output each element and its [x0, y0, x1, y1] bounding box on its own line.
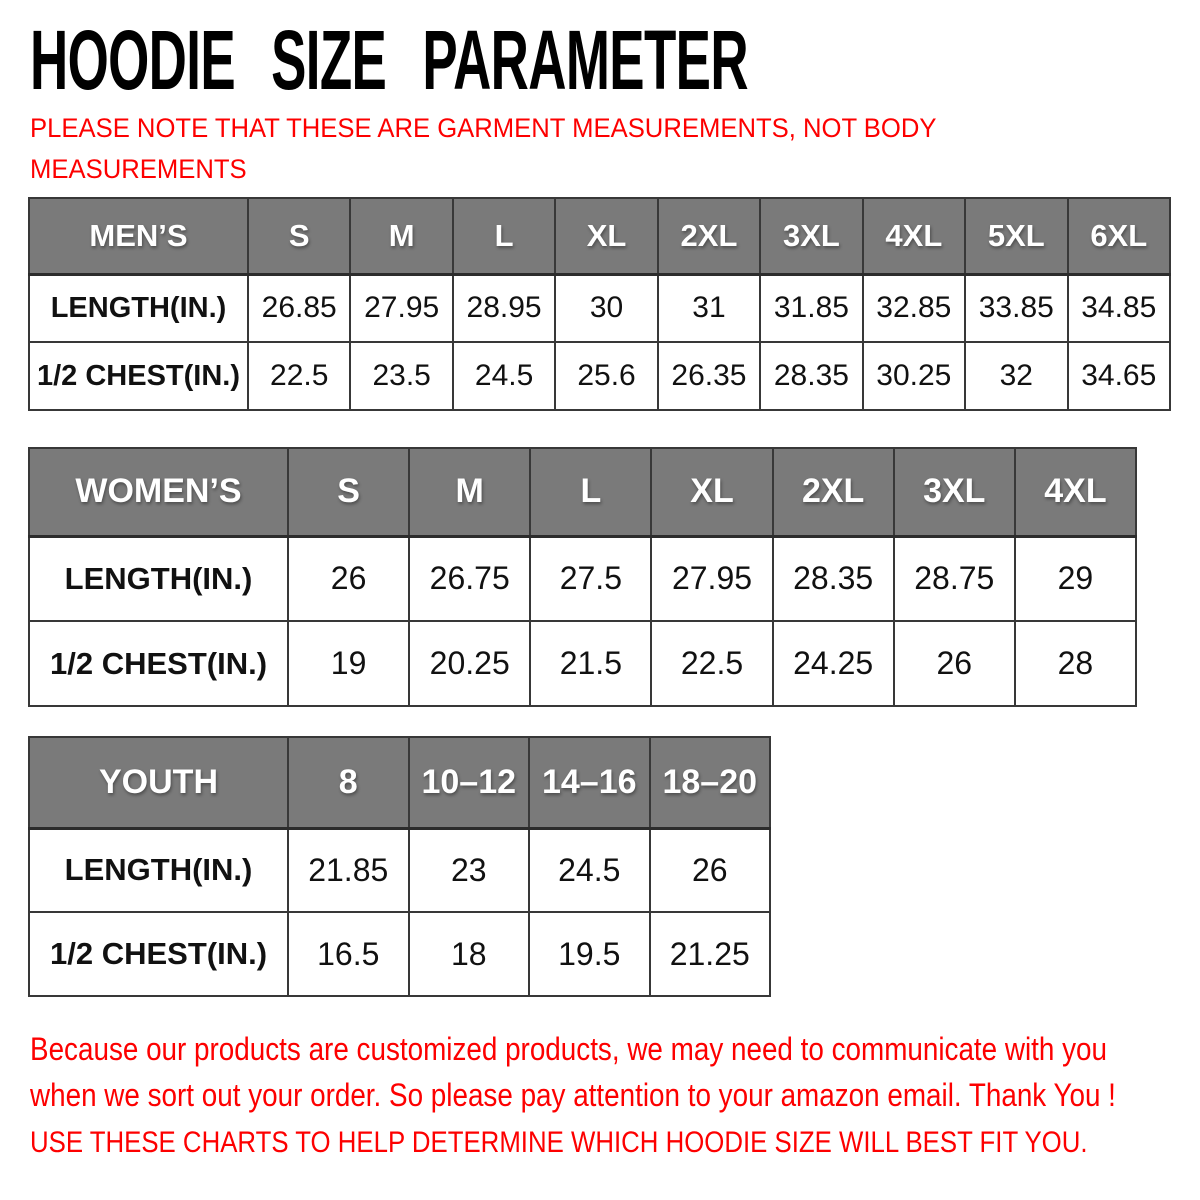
mens-value-cell: 26.35: [656, 341, 762, 411]
customization-notice-line2: when we sort out your order. So please p…: [30, 1077, 1116, 1114]
womens-value-cell: 24.25: [771, 620, 895, 707]
womens-size-header-cell: L: [529, 447, 653, 538]
womens-data-row: 1/2 CHEST(IN.) 19 20.25 21.5 22.5 24.25 26 28: [28, 620, 1138, 707]
mens-value-cell: 28.35: [759, 341, 864, 411]
garment-measurement-note: PLEASE NOTE THAT THESE ARE GARMENT MEASU…: [30, 108, 936, 189]
garment-measurement-note-line1: PLEASE NOTE THAT THESE ARE GARMENT MEASU…: [30, 113, 937, 143]
mens-data-row: LENGTH(IN.) 26.85 27.95 28.95 30 31 31.85 32.85…: [28, 273, 1171, 343]
mens-size-header-cell: 5XL: [964, 197, 1069, 276]
garment-measurement-note-line2: MEASUREMENTS: [30, 153, 247, 184]
customization-notice-line1: Because our products are customized prod…: [30, 1031, 1108, 1067]
mens-value-cell: 31.85: [759, 273, 864, 343]
youth-value-cell: 21.85: [287, 827, 410, 913]
womens-value-cell: 28: [1013, 620, 1138, 707]
mens-size-header-cell: 2XL: [656, 197, 762, 276]
womens-value-cell: 19: [286, 620, 411, 707]
womens-value-cell: 27.5: [529, 535, 653, 622]
youth-value-cell: 24.5: [528, 827, 651, 913]
youth-data-row: 1/2 CHEST(IN.) 16.5 18 19.5 21.25: [28, 911, 771, 997]
youth-value-cell: 16.5: [287, 911, 410, 997]
mens-value-cell: 26.85: [246, 273, 352, 343]
womens-data-row: LENGTH(IN.) 26 26.75 27.5 27.95 28.35 28.75 29: [28, 535, 1138, 622]
page-title: HOODIE SIZE PARAMETER: [30, 13, 749, 107]
youth-value-cell: 19.5: [528, 911, 651, 997]
youth-data-row: LENGTH(IN.) 21.85 23 24.5 26: [28, 827, 771, 913]
womens-header-row: WOMEN’S S M L XL 2XL 3XL 4XL: [28, 447, 1138, 538]
customization-notice: Because our products are customized prod…: [30, 1026, 1116, 1119]
mens-value-cell: 30: [554, 273, 659, 343]
mens-value-cell: 32.85: [861, 273, 967, 343]
mens-header-row: MEN’S S M L XL 2XL 3XL 4XL 5XL 6XL: [28, 197, 1171, 276]
youth-value-cell: 23: [407, 827, 530, 913]
mens-size-header-cell: 3XL: [759, 197, 864, 276]
womens-value-cell: 29: [1013, 535, 1138, 622]
mens-size-header-cell: S: [246, 197, 352, 276]
mens-size-header-cell: M: [349, 197, 454, 276]
youth-value-cell: 21.25: [648, 911, 771, 997]
womens-value-cell: 22.5: [650, 620, 774, 707]
youth-header-row: YOUTH 8 10–12 14–16 18–20: [28, 736, 771, 830]
mens-size-table: MEN’S S M L XL 2XL 3XL 4XL 5XL 6XL LENGTH(IN.) 26.8…: [28, 197, 1171, 411]
womens-value-cell: 28.35: [771, 535, 895, 622]
mens-value-cell: 34.85: [1066, 273, 1171, 343]
mens-value-cell: 25.6: [554, 341, 659, 411]
womens-value-cell: 21.5: [529, 620, 653, 707]
youth-table-title-cell: YOUTH: [28, 736, 289, 830]
womens-value-cell: 26: [286, 535, 411, 622]
size-fit-instruction: USE THESE CHARTS TO HELP DETERMINE WHICH…: [30, 1126, 1088, 1159]
womens-value-cell: 26.75: [408, 535, 532, 622]
womens-value-cell: 27.95: [650, 535, 774, 622]
mens-value-cell: 34.65: [1066, 341, 1171, 411]
womens-size-header-cell: M: [408, 447, 532, 538]
mens-value-cell: 22.5: [246, 341, 352, 411]
womens-value-cell: 26: [892, 620, 1016, 707]
youth-value-cell: 26: [648, 827, 771, 913]
womens-table-title-cell: WOMEN’S: [28, 447, 289, 538]
womens-value-cell: 28.75: [892, 535, 1016, 622]
mens-row-label-cell: LENGTH(IN.): [28, 273, 249, 343]
mens-value-cell: 33.85: [964, 273, 1069, 343]
womens-size-header-cell: XL: [650, 447, 774, 538]
youth-size-table: YOUTH 8 10–12 14–16 18–20 LENGTH(IN.) 21.85 23 2…: [28, 736, 771, 997]
youth-value-cell: 18: [407, 911, 530, 997]
mens-size-header-cell: 6XL: [1066, 197, 1171, 276]
womens-row-label-cell: LENGTH(IN.): [28, 535, 289, 622]
youth-row-label-cell: 1/2 CHEST(IN.): [28, 911, 289, 997]
mens-value-cell: 30.25: [861, 341, 967, 411]
mens-value-cell: 28.95: [451, 273, 557, 343]
womens-size-header-cell: S: [286, 447, 411, 538]
mens-data-row: 1/2 CHEST(IN.) 22.5 23.5 24.5 25.6 26.35 28.35…: [28, 341, 1171, 411]
youth-row-label-cell: LENGTH(IN.): [28, 827, 289, 913]
mens-size-header-cell: 4XL: [861, 197, 967, 276]
womens-size-table: WOMEN’S S M L XL 2XL 3XL 4XL LENGTH(IN.) 26 26.75 2…: [28, 447, 1138, 707]
womens-size-header-cell: 4XL: [1013, 447, 1138, 538]
mens-size-header-cell: XL: [554, 197, 659, 276]
womens-size-header-cell: 2XL: [771, 447, 895, 538]
womens-value-cell: 20.25: [408, 620, 532, 707]
mens-value-cell: 27.95: [349, 273, 454, 343]
mens-value-cell: 31: [656, 273, 762, 343]
youth-size-header-cell: 10–12: [407, 736, 530, 830]
mens-value-cell: 32: [964, 341, 1069, 411]
mens-value-cell: 23.5: [349, 341, 454, 411]
mens-value-cell: 24.5: [451, 341, 557, 411]
youth-size-header-cell: 18–20: [648, 736, 771, 830]
youth-size-header-cell: 14–16: [528, 736, 651, 830]
womens-size-header-cell: 3XL: [892, 447, 1016, 538]
mens-table-title-cell: MEN’S: [28, 197, 249, 276]
mens-size-header-cell: L: [451, 197, 557, 276]
youth-size-header-cell: 8: [287, 736, 410, 830]
womens-row-label-cell: 1/2 CHEST(IN.): [28, 620, 289, 707]
mens-row-label-cell: 1/2 CHEST(IN.): [28, 341, 249, 411]
